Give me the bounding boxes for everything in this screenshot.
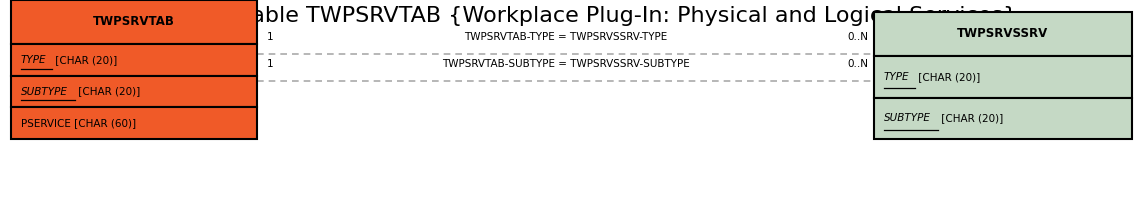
Text: [CHAR (20)]: [CHAR (20)] <box>938 113 1004 123</box>
Bar <box>11 76 257 107</box>
Text: SUBTYPE: SUBTYPE <box>884 113 930 123</box>
Bar <box>874 98 1132 139</box>
Text: TWPSRVSSRV: TWPSRVSSRV <box>958 27 1048 40</box>
Text: TYPE: TYPE <box>21 55 46 65</box>
Text: SUBTYPE: SUBTYPE <box>21 87 67 97</box>
Text: [CHAR (20)]: [CHAR (20)] <box>75 87 141 97</box>
Text: TWPSRVTAB-TYPE = TWPSRVSSRV-TYPE: TWPSRVTAB-TYPE = TWPSRVSSRV-TYPE <box>464 32 668 42</box>
Bar <box>11 44 257 76</box>
Text: TYPE: TYPE <box>884 72 909 82</box>
Text: [CHAR (20)]: [CHAR (20)] <box>51 55 117 65</box>
Text: 1: 1 <box>266 32 273 42</box>
Text: 0..N: 0..N <box>848 32 869 42</box>
Text: TWPSRVTAB: TWPSRVTAB <box>94 15 175 28</box>
Text: SAP ABAP table TWPSRVTAB {Workplace Plug-In: Physical and Logical Services}: SAP ABAP table TWPSRVTAB {Workplace Plug… <box>126 6 1017 26</box>
Bar <box>11 107 257 139</box>
Text: PSERVICE [CHAR (60)]: PSERVICE [CHAR (60)] <box>21 118 136 128</box>
Bar <box>874 12 1132 56</box>
Bar <box>11 0 257 44</box>
Text: 0..N: 0..N <box>848 59 869 69</box>
Text: [CHAR (20)]: [CHAR (20)] <box>914 72 980 82</box>
Text: 1: 1 <box>266 59 273 69</box>
Text: TWPSRVTAB-SUBTYPE = TWPSRVSSRV-SUBTYPE: TWPSRVTAB-SUBTYPE = TWPSRVSSRV-SUBTYPE <box>442 59 689 69</box>
Bar <box>874 56 1132 98</box>
